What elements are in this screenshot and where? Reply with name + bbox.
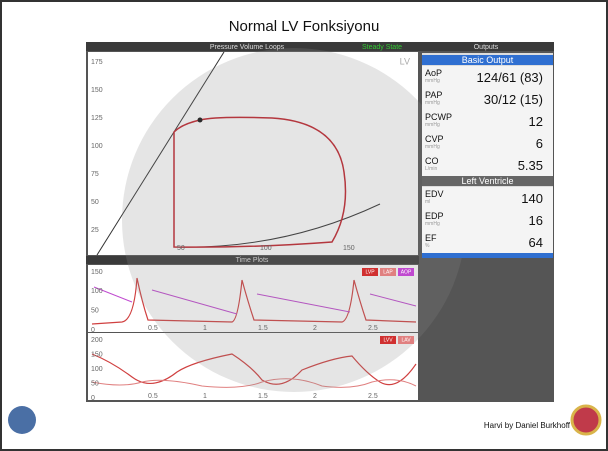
left-logo bbox=[8, 406, 36, 434]
row-unit: mmHg bbox=[425, 122, 440, 128]
y-tick-label: 100 bbox=[91, 366, 103, 373]
right-logo bbox=[572, 406, 600, 434]
row-value: 12 bbox=[529, 114, 543, 129]
row-name: EDP bbox=[425, 211, 444, 221]
x-tick-label: 0.5 bbox=[148, 325, 158, 332]
row-name: EF bbox=[425, 233, 437, 243]
x-tick-label: 100 bbox=[260, 245, 272, 252]
y-tick-label: 50 bbox=[91, 199, 99, 206]
x-tick-label: 2.5 bbox=[368, 325, 378, 332]
row-unit: mmHg bbox=[425, 78, 440, 84]
outputs-title: Outputs bbox=[474, 44, 499, 51]
pv-label: LV bbox=[400, 56, 410, 66]
y-tick-label: 150 bbox=[91, 351, 103, 358]
credit: Harvi by Daniel Burkhoff bbox=[484, 421, 571, 430]
y-tick-label: 100 bbox=[91, 288, 103, 295]
x-tick-label: 2 bbox=[313, 325, 317, 332]
x-tick-label: 1.5 bbox=[258, 393, 268, 400]
row-value: 6 bbox=[536, 136, 543, 151]
row-value: 30/12 (15) bbox=[484, 92, 543, 107]
row-name: AoP bbox=[425, 68, 442, 78]
row-value: 140 bbox=[521, 191, 543, 206]
row-value: 64 bbox=[529, 235, 543, 250]
row-name: EDV bbox=[425, 189, 444, 199]
row-name: PCWP bbox=[425, 112, 452, 122]
output-row: EF% 64 bbox=[422, 231, 553, 254]
panel-footer bbox=[422, 253, 553, 258]
y-tick-label: 175 bbox=[91, 59, 103, 66]
x-tick-label: 1.5 bbox=[258, 325, 268, 332]
row-unit: mmHg bbox=[425, 100, 440, 106]
y-tick-label: 100 bbox=[91, 143, 103, 150]
row-value: 124/61 (83) bbox=[477, 70, 544, 85]
y-tick-label: 0 bbox=[91, 327, 95, 334]
y-tick-label: 25 bbox=[91, 227, 99, 234]
row-name: PAP bbox=[425, 90, 442, 100]
x-tick-label: 50 bbox=[177, 245, 185, 252]
x-tick-label: 1 bbox=[203, 325, 207, 332]
x-tick-label: 2 bbox=[313, 393, 317, 400]
legend-label: LAP bbox=[383, 269, 393, 275]
legend-label: LVP bbox=[365, 269, 375, 275]
y-tick-label: 150 bbox=[91, 87, 103, 94]
legend-label: AOP bbox=[401, 269, 412, 275]
row-name: CO bbox=[425, 156, 439, 166]
y-tick-label: 50 bbox=[91, 380, 99, 387]
y-tick-label: 0 bbox=[91, 395, 95, 402]
row-unit: L/min bbox=[425, 166, 437, 172]
slide: Normal LV Fonksiyonu Pressure Volume Loo… bbox=[0, 0, 608, 451]
legend-label: LVV bbox=[383, 337, 393, 343]
y-tick-label: 150 bbox=[91, 269, 103, 276]
row-unit: mmHg bbox=[425, 144, 440, 150]
watermark bbox=[122, 48, 466, 392]
y-tick-label: 75 bbox=[91, 171, 99, 178]
row-unit: mmHg bbox=[425, 221, 440, 227]
y-tick-label: 200 bbox=[91, 337, 103, 344]
row-unit: % bbox=[425, 243, 429, 249]
row-name: CVP bbox=[425, 134, 444, 144]
x-tick-label: 2.5 bbox=[368, 393, 378, 400]
section-header: Basic Output bbox=[422, 55, 553, 65]
row-value: 16 bbox=[529, 213, 543, 228]
row-value: 5.35 bbox=[518, 158, 543, 173]
section-header: Left Ventricle bbox=[422, 176, 553, 186]
x-tick-label: 150 bbox=[343, 245, 355, 252]
y-tick-label: 50 bbox=[91, 308, 99, 315]
y-tick-label: 125 bbox=[91, 115, 103, 122]
x-tick-label: 1 bbox=[203, 393, 207, 400]
legend-label: LAV bbox=[401, 337, 411, 343]
status: Steady State bbox=[362, 44, 402, 51]
x-tick-label: 0.5 bbox=[148, 393, 158, 400]
row-unit: ml bbox=[425, 199, 430, 205]
